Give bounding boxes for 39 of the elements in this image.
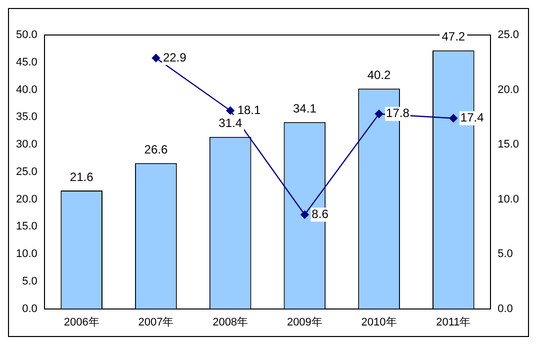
point <box>374 110 384 118</box>
data-label: 31.4 <box>218 116 242 130</box>
data-label: 21.6 <box>70 170 94 184</box>
x-tick-label: 2010年 <box>361 316 397 328</box>
x-tick-label: 2009年 <box>286 316 322 328</box>
y-tick-label: 10.0 <box>16 248 38 260</box>
point <box>449 114 458 122</box>
point <box>300 210 309 219</box>
y-tick-label: 35.0 <box>16 111 38 124</box>
data-label: 47.2 <box>442 30 466 44</box>
y-tick-label: 25.0 <box>16 166 38 178</box>
y-tick-label: 15.0 <box>16 220 38 233</box>
x-tick-label: 2008年 <box>212 316 248 328</box>
x-tick-label: 2006年 <box>64 316 100 328</box>
y2-tick-label: 25.0 <box>498 29 520 42</box>
data-label: 17.4 <box>460 110 484 125</box>
y2-tick-label: 15.0 <box>498 138 520 151</box>
y2-tick-label: 10.0 <box>498 193 520 206</box>
data-label: 34.1 <box>293 101 317 116</box>
data-label: 8.6 <box>312 206 329 221</box>
point <box>226 106 234 115</box>
data-label: 22.9 <box>162 50 187 64</box>
x-tick-label: 2007年 <box>138 316 174 328</box>
y2-tick-label: 0.0 <box>498 302 513 315</box>
point <box>152 54 160 62</box>
x-tick-label: 2011年 <box>436 316 471 328</box>
y-tick-label: 0.0 <box>22 302 38 315</box>
y-tick-label: 30.0 <box>16 138 38 151</box>
y-tick-label: 40.0 <box>16 84 38 96</box>
data-label: 18.1 <box>237 102 261 117</box>
y2-tick-label: 20.0 <box>498 84 520 96</box>
y-tick-label: 50.0 <box>16 29 38 42</box>
y2-tick-label: 5.0 <box>498 248 513 260</box>
y-tick-label: 20.0 <box>16 193 38 206</box>
y-tick-label: 5.0 <box>22 275 38 288</box>
data-label: 40.2 <box>367 68 392 82</box>
data-label: 26.6 <box>144 142 168 156</box>
data-label: 17.8 <box>386 106 410 120</box>
y-tick-label: 45.0 <box>16 56 38 68</box>
